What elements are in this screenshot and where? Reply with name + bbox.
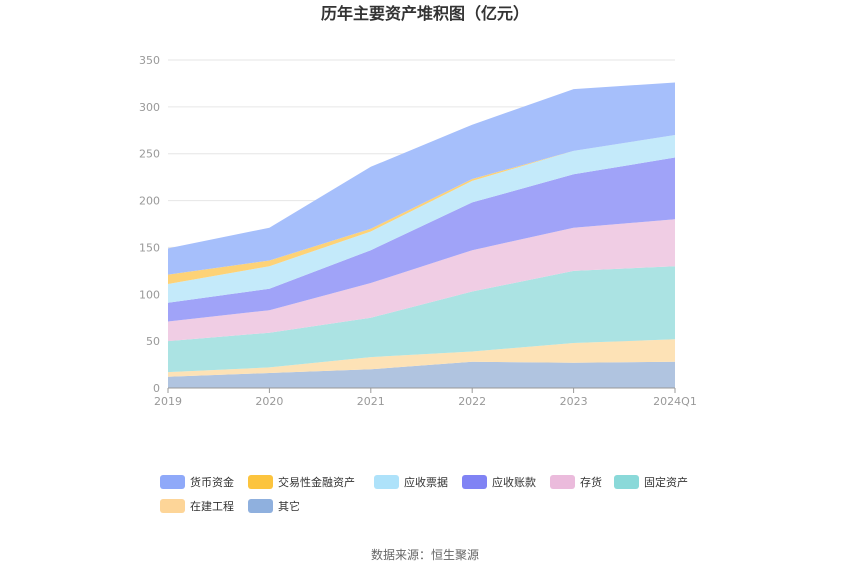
area-series-4 (168, 157, 675, 322)
y-axis: 0 50 100 150 200 250 300 350 (139, 54, 160, 395)
x-tick-label: 2020 (255, 395, 283, 408)
legend-swatch (550, 475, 575, 489)
legend-swatch (160, 499, 185, 513)
legend-label: 存货 (580, 475, 602, 489)
area-series-2 (168, 266, 675, 373)
legend-item[interactable]: 交易性金融资产 (248, 475, 355, 489)
y-tick-label: 50 (146, 335, 160, 348)
chart-title: 历年主要资产堆积图（亿元） (321, 4, 529, 23)
legend-label: 固定资产 (644, 475, 688, 489)
area-series-5 (168, 135, 675, 303)
legend-label: 应收票据 (404, 475, 448, 489)
stacked-areas (168, 82, 675, 388)
legend-item[interactable]: 存货 (550, 475, 602, 489)
area-series-3 (168, 219, 675, 342)
data-source: 数据来源：恒生聚源 (371, 547, 479, 562)
legend-swatch (614, 475, 639, 489)
legend-item[interactable]: 固定资产 (614, 475, 688, 489)
legend-label: 其它 (278, 499, 300, 513)
legend-label: 货币资金 (190, 475, 234, 489)
x-tick-label: 2021 (357, 395, 385, 408)
y-tick-label: 0 (153, 382, 160, 395)
legend-item[interactable]: 货币资金 (160, 475, 234, 489)
legend-swatch (374, 475, 399, 489)
y-tick-label: 350 (139, 54, 160, 67)
legend-swatch (248, 499, 273, 513)
legend-item[interactable]: 在建工程 (160, 499, 234, 513)
area-series-1 (168, 339, 675, 377)
legend-label: 在建工程 (190, 499, 234, 513)
legend-swatch (248, 475, 273, 489)
x-axis: 2019 2020 2021 2022 2023 2024Q1 (154, 387, 697, 408)
y-tick-label: 300 (139, 101, 160, 114)
x-tick-label: 2024Q1 (653, 395, 697, 408)
legend-item[interactable]: 应收账款 (462, 475, 536, 489)
x-tick-label: 2019 (154, 395, 182, 408)
y-tick-label: 150 (139, 241, 160, 254)
x-tick-label: 2022 (458, 395, 486, 408)
y-tick-label: 250 (139, 148, 160, 161)
legend-swatch (462, 475, 487, 489)
area-series-0 (168, 361, 675, 388)
legend-label: 交易性金融资产 (278, 475, 355, 489)
legend-label: 应收账款 (492, 475, 536, 489)
legend-swatch (160, 475, 185, 489)
x-tick-label: 2023 (560, 395, 588, 408)
y-tick-label: 100 (139, 288, 160, 301)
area-series-7 (168, 82, 675, 275)
legend-item[interactable]: 应收票据 (374, 475, 448, 489)
legend-item[interactable]: 其它 (248, 499, 300, 513)
y-tick-label: 200 (139, 195, 160, 208)
area-series-6 (168, 135, 675, 284)
